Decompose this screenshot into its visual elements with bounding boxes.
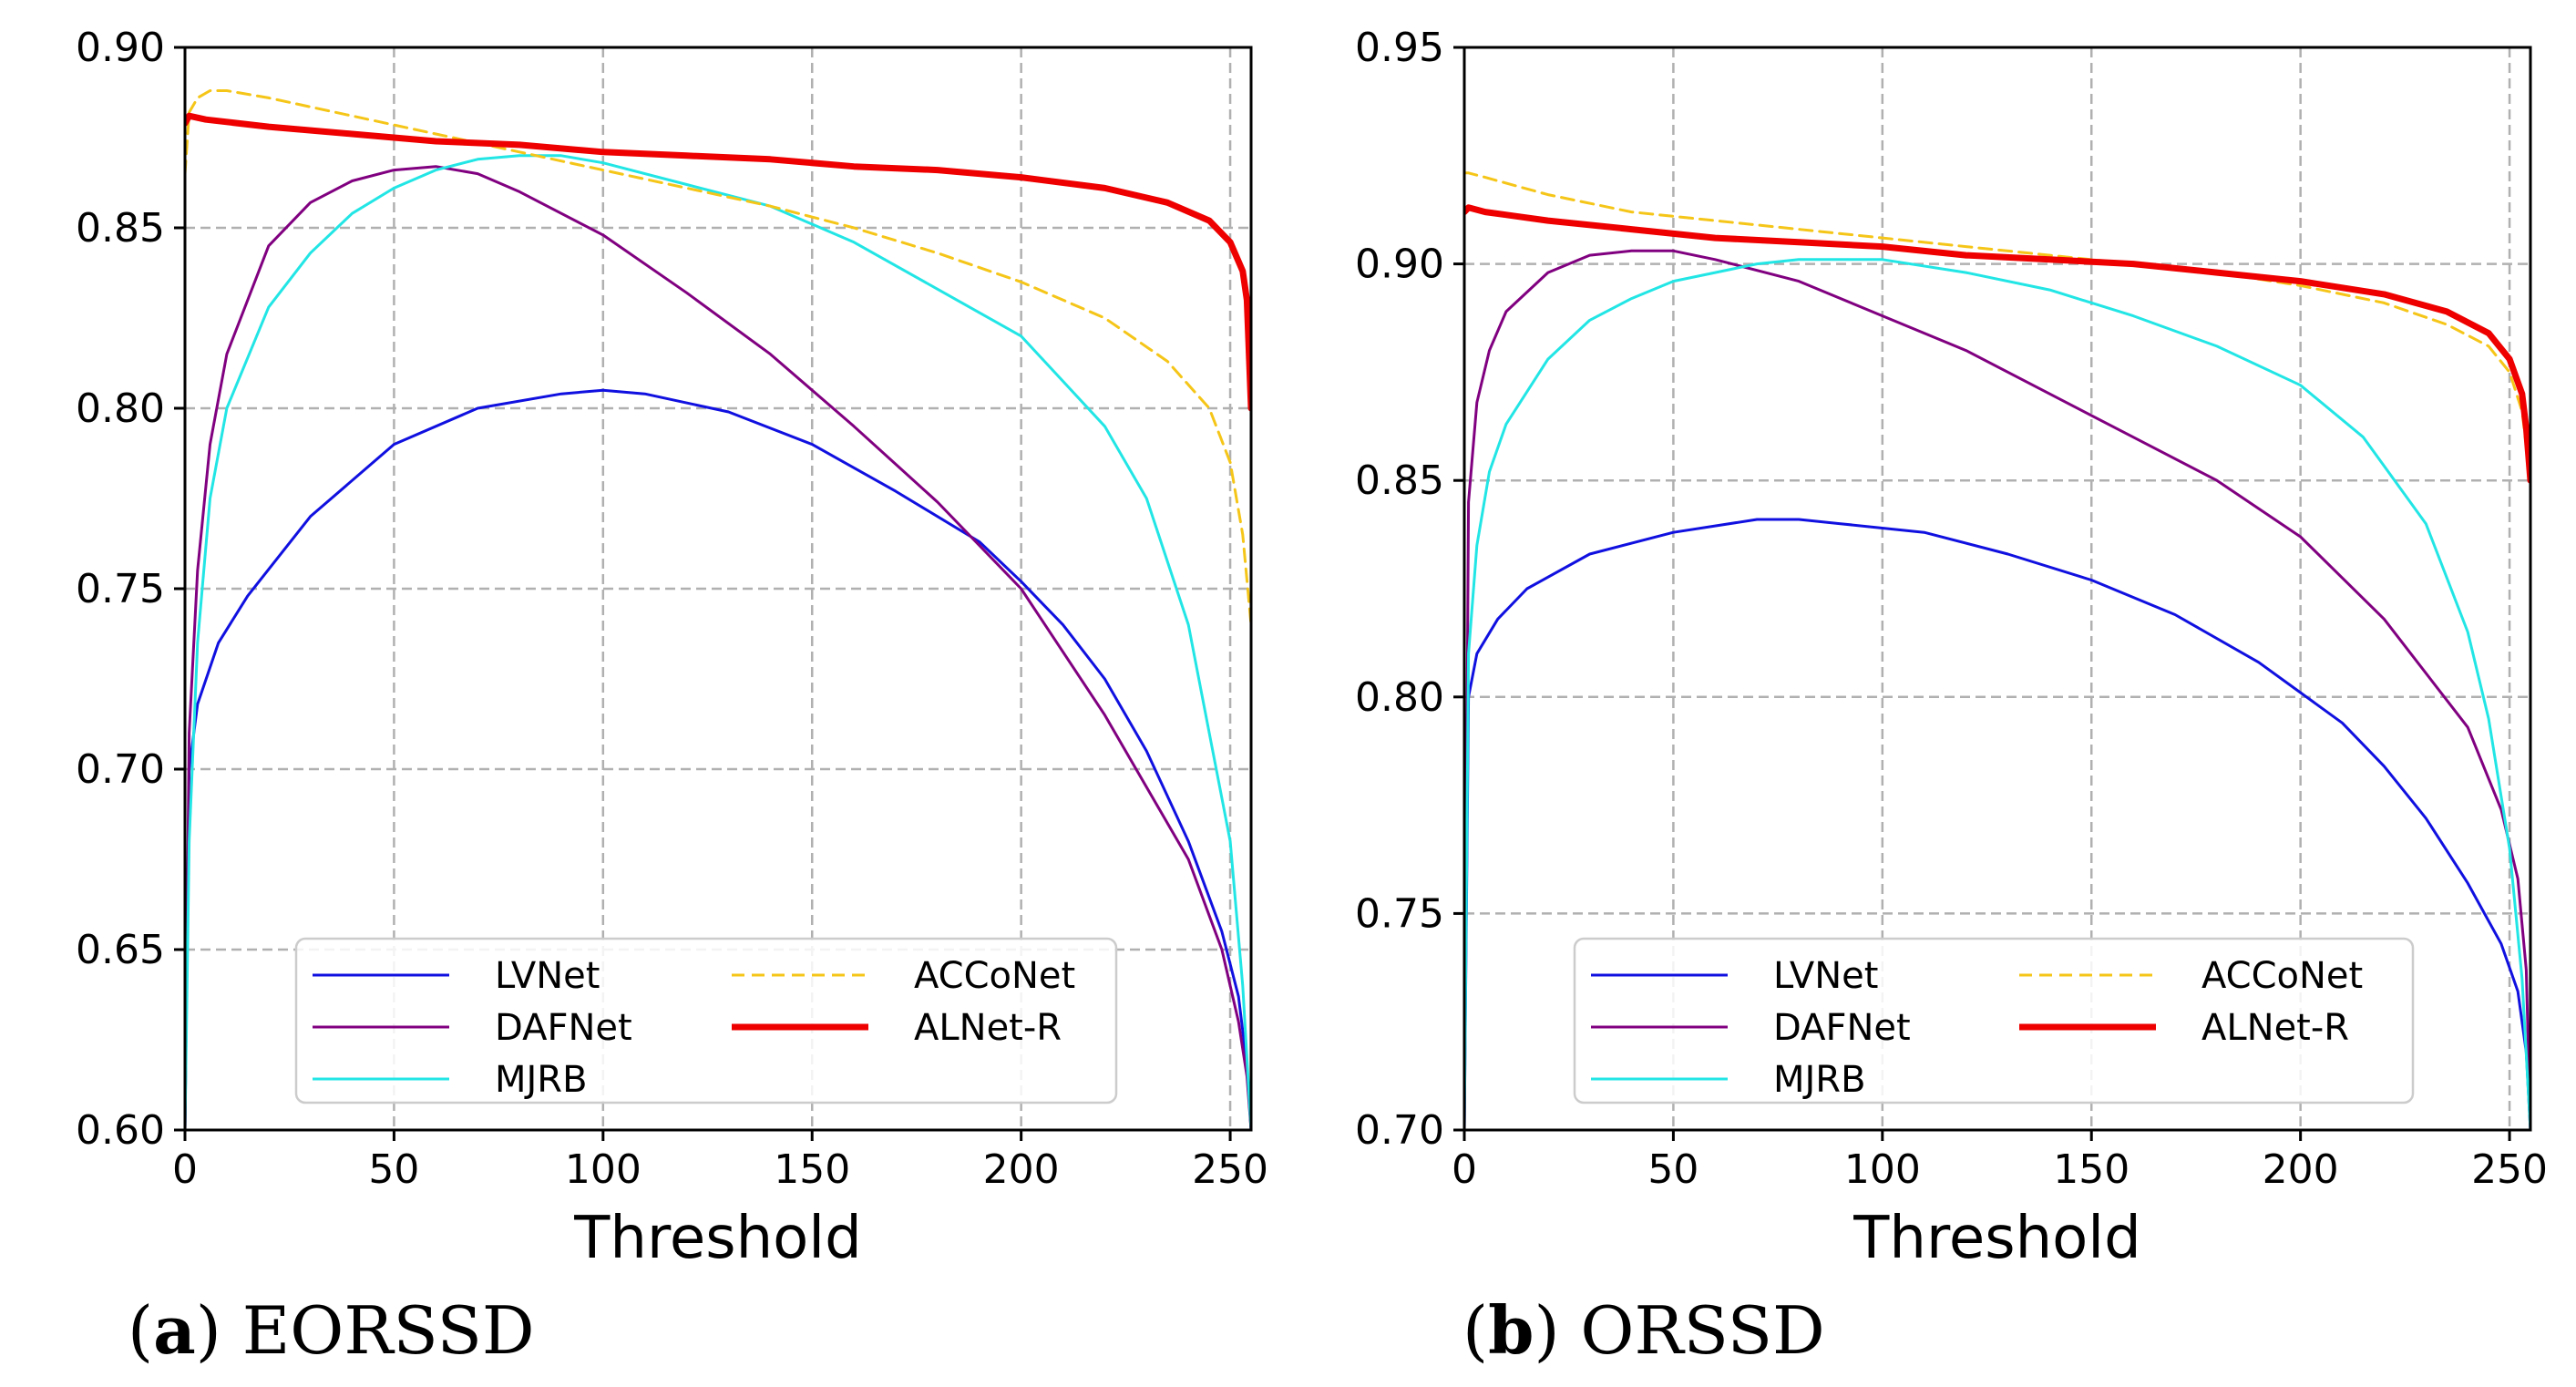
x-tick-label: 0 [1452, 1146, 1477, 1193]
x-tick-label: 150 [774, 1146, 850, 1193]
panel-caption: (a) EORSSD [128, 1291, 535, 1369]
x-tick-label: 250 [1192, 1146, 1268, 1193]
y-tick-label: 0.75 [1355, 890, 1444, 937]
legend-label-acconet: ACCoNet [914, 955, 1075, 997]
legend-label-lvnet: LVNet [495, 955, 600, 997]
x-axis-label: Threshold [573, 1205, 861, 1272]
series-line-lvnet [1464, 518, 2530, 1130]
series-line-dafnet [1464, 249, 2530, 1130]
series-line-mjrb [1464, 258, 2530, 1130]
series-line-alnet-r [185, 112, 1251, 412]
chart-panel-orssd: 0 50 100 150 200 250 0.70 0.75 0.80 0.85 0.90 0.95 T… [1355, 25, 2548, 1369]
x-tick-label: 0 [172, 1146, 198, 1193]
y-tick-label: 0.75 [76, 566, 165, 612]
series-line-lvnet [185, 388, 1251, 1130]
series-group [185, 89, 1251, 1130]
x-tick-label: 100 [1844, 1146, 1921, 1193]
y-tick-label: 0.90 [76, 25, 165, 71]
y-tick-label: 0.85 [76, 205, 165, 252]
legend-label-mjrb: MJRB [495, 1059, 588, 1101]
x-axis-label: Threshold [1852, 1205, 2140, 1272]
series-line-acconet [1464, 171, 2530, 482]
y-tick-label: 0.70 [76, 746, 165, 793]
series-group [1464, 171, 2530, 1130]
x-tick-label: 200 [2263, 1146, 2339, 1193]
legend-label-acconet: ACCoNet [2201, 955, 2363, 997]
series-line-dafnet [185, 165, 1251, 1130]
series-line-alnet-r [1464, 204, 2530, 484]
x-tick-label: 150 [2053, 1146, 2130, 1193]
legend-label-dafnet: DAFNet [495, 1007, 632, 1049]
legend-label-dafnet: DAFNet [1773, 1007, 1911, 1049]
x-tick-label: 50 [1647, 1146, 1699, 1193]
x-tick-label: 100 [565, 1146, 641, 1193]
panel-caption: (b) ORSSD [1462, 1291, 1825, 1369]
legend-label-lvnet: LVNet [1773, 955, 1878, 997]
y-tick-label: 0.90 [1355, 241, 1444, 288]
legend-box [294, 937, 1118, 1104]
series-line-acconet [185, 89, 1251, 627]
y-tick-label: 0.95 [1355, 25, 1444, 71]
chart-panel-eorssd: 0 50 100 150 200 250 0.60 0.65 0.70 0.75 0.80 0.85 0… [76, 25, 1268, 1369]
y-tick-label: 0.80 [1355, 674, 1444, 721]
x-tick-label: 250 [2471, 1146, 2548, 1193]
y-tick-label: 0.80 [76, 385, 165, 432]
y-tick-label: 0.85 [1355, 457, 1444, 504]
series-line-mjrb [185, 154, 1251, 1130]
legend-label-mjrb: MJRB [1773, 1059, 1866, 1101]
x-tick-label: 200 [983, 1146, 1060, 1193]
legend-label-alnet-r: ALNet-R [2201, 1007, 2349, 1049]
legend: LVNet DAFNet MJRB ACCoNet ALNet-R [1573, 937, 2415, 1104]
y-tick-label: 0.65 [76, 927, 165, 973]
legend: LVNet DAFNet MJRB ACCoNet ALNet-R [294, 937, 1118, 1104]
legend-label-alnet-r: ALNet-R [914, 1007, 1062, 1049]
plot-frame [1462, 46, 2532, 1132]
y-tick-label: 0.70 [1355, 1107, 1444, 1154]
legend-box [1573, 937, 2415, 1104]
x-tick-label: 50 [368, 1146, 419, 1193]
y-tick-label: 0.60 [76, 1107, 165, 1154]
